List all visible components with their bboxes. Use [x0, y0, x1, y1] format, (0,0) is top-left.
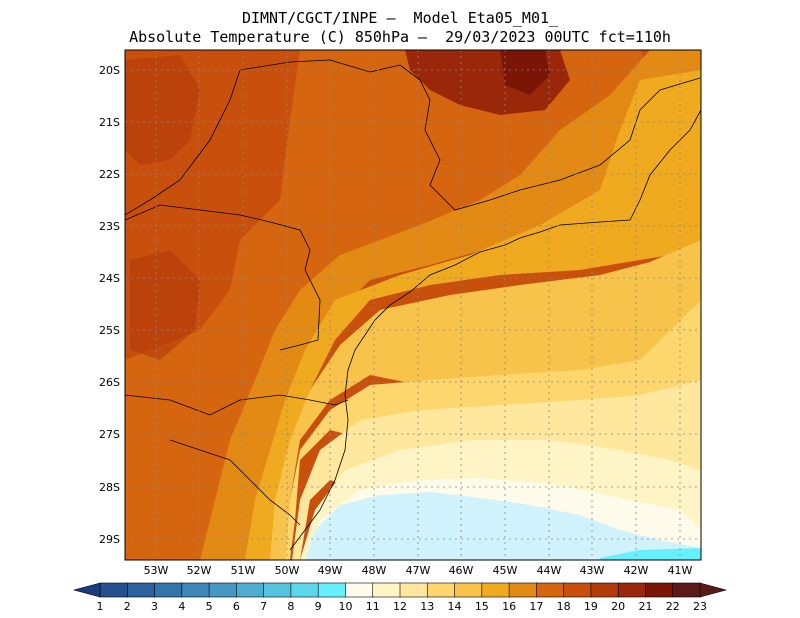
- colorbar-label: 10: [338, 600, 352, 613]
- colorbar-label: 16: [502, 600, 516, 613]
- lon-label: 49W: [318, 564, 343, 577]
- colorbar-segment: [154, 582, 183, 598]
- colorbar-segment: [645, 582, 674, 598]
- lat-label: 29S: [99, 533, 120, 546]
- colorbar-segment: [426, 582, 456, 598]
- lon-labels: 53W 52W 51W 50W 49W 48W 47W 46W 45W 44W …: [144, 564, 693, 577]
- colorbar-segment: [508, 582, 538, 598]
- lat-label: 20S: [99, 64, 120, 77]
- colorbar-label: 15: [475, 600, 489, 613]
- lat-label: 21S: [99, 116, 120, 129]
- colorbar-segment: [290, 582, 319, 598]
- lat-label: 28S: [99, 481, 120, 494]
- lon-label: 43W: [580, 564, 605, 577]
- lat-label: 27S: [99, 428, 120, 441]
- lon-label: 50W: [275, 564, 300, 577]
- colorbar-segment: [372, 582, 401, 598]
- lat-lon-grid: [125, 50, 701, 560]
- colorbar-label: 11: [366, 600, 380, 613]
- lon-label: 41W: [668, 564, 693, 577]
- lon-label: 53W: [144, 564, 169, 577]
- map-title: DIMNT/CGCT/INPE – Model Eta05_M01_: [241, 9, 559, 27]
- lat-labels: 20S 21S 22S 23S 24S 25S 26S 27S 28S 29S: [99, 64, 120, 546]
- lon-label: 47W: [406, 564, 431, 577]
- colorbar-label: 4: [178, 600, 185, 613]
- colorbar-segment: [563, 582, 592, 598]
- colorbar-label: 3: [151, 600, 158, 613]
- colorbar-label: 19: [584, 600, 598, 613]
- colorbar-segment: [126, 582, 156, 598]
- colorbar-segment: [672, 582, 701, 598]
- colorbar-label: 14: [448, 600, 462, 613]
- lon-label: 52W: [187, 564, 212, 577]
- lon-label: 45W: [493, 564, 518, 577]
- colorbar-segment: [99, 582, 129, 598]
- colorbar-label: 12: [393, 600, 407, 613]
- colorbar-min-arrow: [72, 582, 101, 598]
- colorbar-segment: [590, 582, 619, 598]
- map-subtitle: Absolute Temperature (C) 850hPa – 29/03/…: [129, 28, 671, 46]
- colorbar-label: 18: [557, 600, 571, 613]
- colorbar-segment: [536, 582, 565, 598]
- colorbar-label: 9: [315, 600, 322, 613]
- colorbar-label: 2: [124, 600, 131, 613]
- colorbar-segment: [454, 582, 483, 598]
- colorbar-max-arrow: [699, 582, 728, 598]
- lat-label: 25S: [99, 324, 120, 337]
- lat-label: 23S: [99, 220, 120, 233]
- colorbar-segment: [263, 582, 292, 598]
- lat-label: 24S: [99, 272, 120, 285]
- lon-label: 44W: [537, 564, 562, 577]
- lon-label: 42W: [624, 564, 649, 577]
- colorbar-label: 5: [206, 600, 213, 613]
- lon-label: 48W: [362, 564, 387, 577]
- lat-label: 22S: [99, 168, 120, 181]
- colorbar-segment: [617, 582, 647, 598]
- plot-frame: [124, 49, 702, 561]
- colorbar-label: 13: [420, 600, 434, 613]
- colorbar-segment: [399, 582, 429, 598]
- colorbar-label: 23: [693, 600, 707, 613]
- colorbar-label: 6: [233, 600, 240, 613]
- temperature-field: [125, 50, 701, 560]
- lat-label: 26S: [99, 376, 120, 389]
- lon-label: 51W: [231, 564, 256, 577]
- colorbar-segment: [317, 582, 347, 598]
- boundaries: [124, 59, 702, 551]
- lon-label: 46W: [449, 564, 474, 577]
- colorbar-label: 21: [638, 600, 652, 613]
- colorbar-segment: [181, 582, 210, 598]
- colorbar-label: 1: [97, 600, 104, 613]
- colorbar: 1 2 3 4 5 6 7 8 9 10 11 12 13 14 15 16 17 18 19 20 21 22 23: [72, 582, 728, 613]
- colorbar-label: 8: [287, 600, 294, 613]
- colorbar-label: 20: [611, 600, 625, 613]
- colorbar-label: 22: [666, 600, 680, 613]
- colorbar-segment: [481, 582, 510, 598]
- colorbar-segment: [208, 582, 238, 598]
- colorbar-segment: [236, 582, 265, 598]
- colorbar-label: 7: [260, 600, 267, 613]
- colorbar-label: 17: [529, 600, 543, 613]
- colorbar-segment: [345, 582, 374, 598]
